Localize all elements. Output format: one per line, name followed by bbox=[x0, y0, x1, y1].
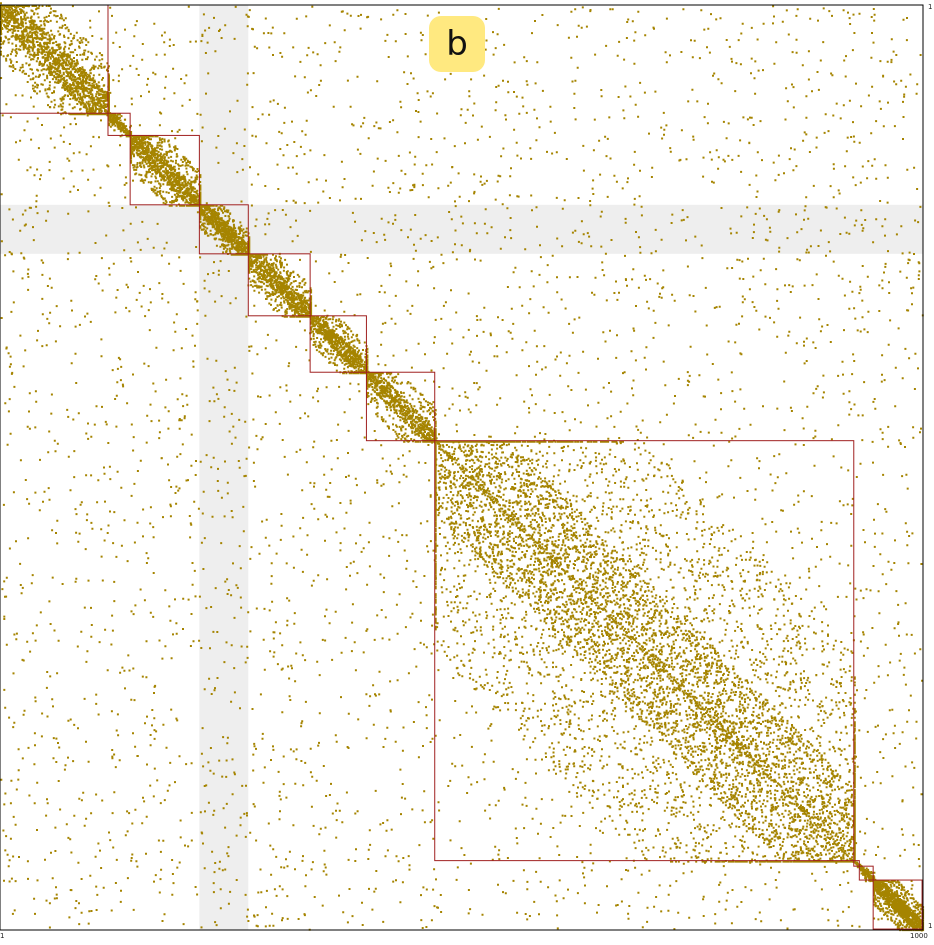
diagonal-block-4 bbox=[198, 204, 249, 255]
x-tick-end: 1000 bbox=[910, 932, 928, 940]
diagonal-block-8 bbox=[434, 440, 855, 862]
diagonal-block-11 bbox=[872, 879, 923, 930]
diagonal-blocks bbox=[0, 4, 923, 930]
matrix-points bbox=[0, 2, 925, 932]
panel-label-badge: b bbox=[429, 16, 485, 72]
plot-frame bbox=[0, 4, 924, 931]
x-tick-start: 1 bbox=[0, 932, 5, 940]
diagonal-block-2 bbox=[107, 112, 131, 136]
diagonal-block-6 bbox=[309, 315, 367, 373]
diagonal-block-7 bbox=[365, 371, 436, 442]
y-tick-end: 1 bbox=[928, 922, 933, 930]
diagonal-block-5 bbox=[247, 253, 311, 317]
diagonal-block-9 bbox=[853, 860, 860, 867]
y-tick-start: 1 bbox=[928, 3, 933, 11]
diagonal-block-3 bbox=[129, 134, 200, 206]
highlight-band-row bbox=[0, 204, 923, 254]
matrix-point-set bbox=[0, 2, 925, 932]
highlight-band-column bbox=[199, 5, 249, 930]
diagonal-block-10 bbox=[858, 865, 874, 881]
